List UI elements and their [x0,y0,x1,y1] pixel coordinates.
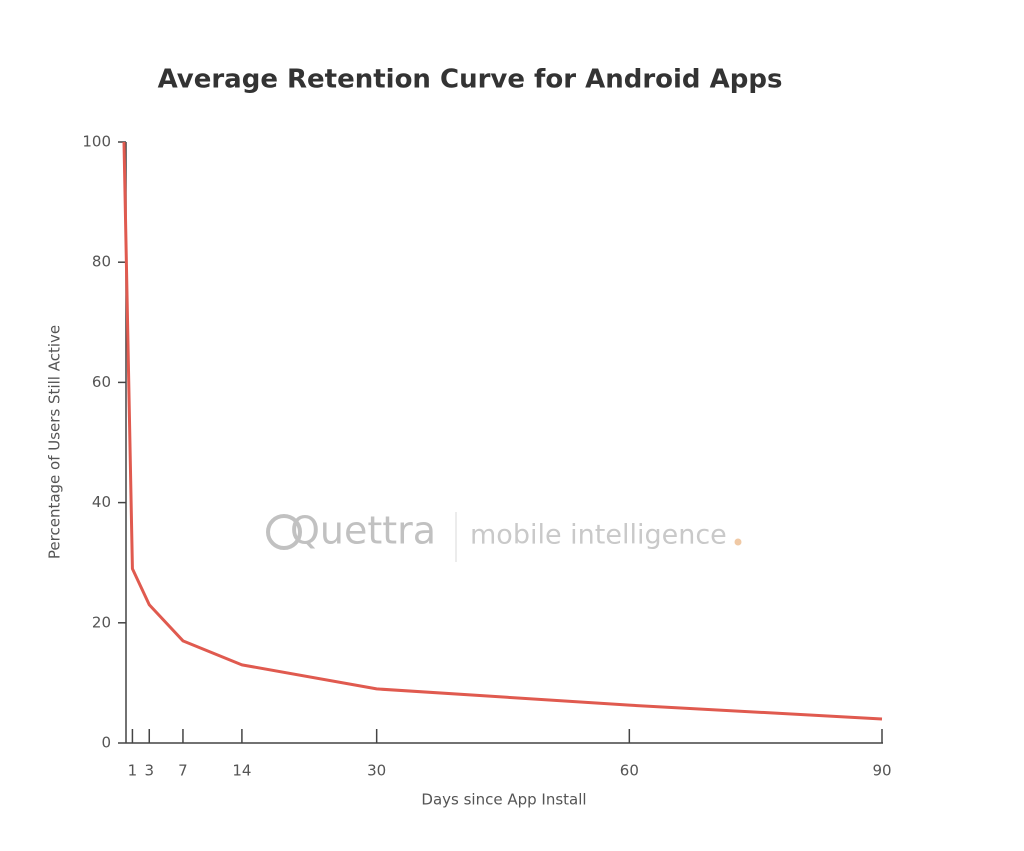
watermark-tagline: mobile intelligence [470,520,727,551]
x-tick-label: 14 [232,762,251,780]
y-axis-label: Percentage of Users Still Active [46,325,64,559]
watermark: Quettra mobile intelligence [266,509,742,562]
watermark-dot [734,538,742,546]
y-tick-label: 20 [92,613,111,631]
x-tick-label: 60 [620,762,639,780]
x-tick-label: 90 [872,762,891,780]
y-tick-label: 100 [82,133,111,151]
y-tick-label: 40 [92,493,111,511]
y-tick-label: 60 [92,373,111,391]
watermark-logo [266,514,302,550]
y-tick-label: 80 [92,253,111,271]
y-tick-label: 0 [101,734,111,752]
x-axis-label: Days since App Install [421,791,586,809]
watermark-brand: Quettra [290,509,436,553]
retention-line [122,141,883,721]
x-tick-label: 3 [144,762,154,780]
x-tick-label: 1 [128,762,138,780]
x-tick-label: 30 [367,762,386,780]
chart-title: Average Retention Curve for Android Apps [158,65,783,95]
x-tick-label: 7 [178,762,188,780]
